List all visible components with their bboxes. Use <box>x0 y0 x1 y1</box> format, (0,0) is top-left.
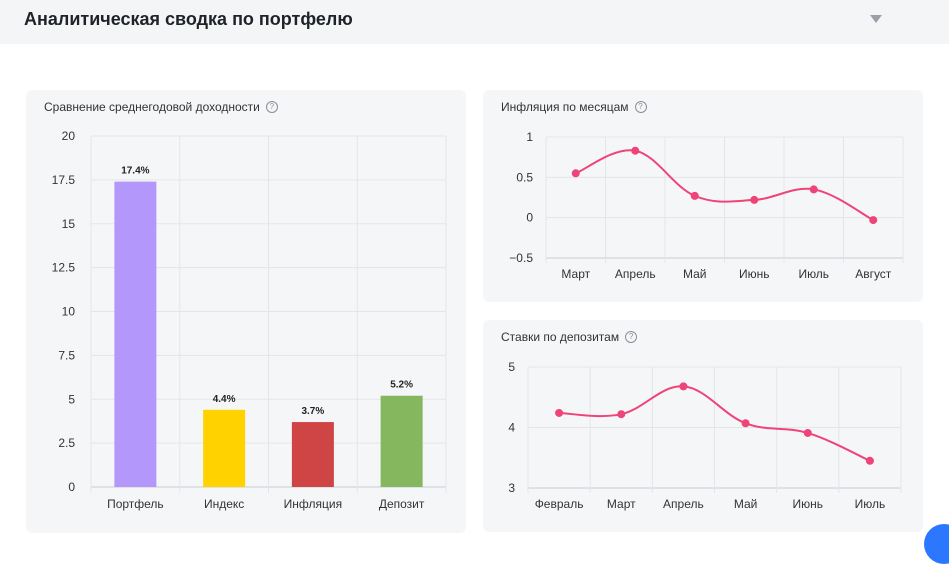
x-tick-label: Инфляция <box>284 497 342 511</box>
y-tick-label: 3 <box>508 481 515 495</box>
card-title-text: Ставки по депозитам <box>501 330 620 344</box>
card-title: Инфляция по месяцам ? <box>501 100 647 114</box>
x-tick-label: Апрель <box>615 267 656 281</box>
bar-chart: 0 2.5 5 7.5 10 12.5 15 17.5 20 17.4% Портфель 4.4% И… <box>52 129 447 511</box>
y-tick-label: −0.5 <box>509 251 533 265</box>
card-title: Сравнение среднегодовой доходности ? <box>44 100 278 114</box>
x-tick-label: Депозит <box>379 497 425 511</box>
card-inflation: Инфляция по месяцам ? −0.5 0 0.5 1 Март Апрел… <box>483 90 923 302</box>
y-tick-label: 0 <box>526 211 533 225</box>
y-tick-label: 12.5 <box>52 261 76 275</box>
data-point <box>617 410 626 419</box>
x-tick-label: Апрель <box>663 497 704 511</box>
x-tick-label: Портфель <box>107 497 164 511</box>
collapse-caret-icon[interactable] <box>870 15 882 23</box>
y-tick-label: 17.5 <box>52 173 76 187</box>
x-tick-label: Февраль <box>535 497 584 511</box>
data-point <box>679 382 688 391</box>
data-point <box>869 216 878 225</box>
page-title: Аналитическая сводка по портфелю <box>24 9 353 29</box>
card-title-text: Сравнение среднегодовой доходности <box>44 100 260 114</box>
data-point <box>571 169 580 178</box>
card-yield-comparison: Сравнение среднегодовой доходности ? 0 2.… <box>26 90 466 533</box>
data-point <box>865 456 874 465</box>
x-tick-label: Июль <box>855 497 886 511</box>
x-tick-label: Май <box>734 497 758 511</box>
card-deposit-rates: Ставки по депозитам ? 3 4 5 Февраль Март Апре… <box>483 320 923 532</box>
card-title: Ставки по депозитам ? <box>501 330 638 344</box>
data-label: 4.4% <box>213 394 236 405</box>
data-point <box>690 191 699 200</box>
y-tick-label: 1 <box>526 130 533 144</box>
series-line <box>575 149 874 221</box>
data-point <box>555 408 564 417</box>
page-header: Аналитическая сводка по портфелю <box>0 0 949 44</box>
help-icon[interactable]: ? <box>634 101 647 113</box>
y-tick-label: 0.5 <box>516 170 533 184</box>
line-chart-deposits: 3 4 5 Февраль Март Апрель Май Июнь Июль <box>508 360 902 511</box>
x-tick-label: Март <box>561 267 590 281</box>
y-tick-label: 5 <box>508 360 515 374</box>
help-icon[interactable]: ? <box>625 331 638 343</box>
y-tick-label: 2.5 <box>58 436 75 450</box>
data-point <box>809 185 818 194</box>
x-tick-label: Март <box>607 497 636 511</box>
y-tick-label: 7.5 <box>58 348 75 362</box>
x-tick-label: Июнь <box>739 267 770 281</box>
x-tick-label: Июнь <box>792 497 823 511</box>
x-tick-label: Август <box>855 267 892 281</box>
y-tick-label: 5 <box>68 392 75 406</box>
data-label: 5.2% <box>390 380 413 391</box>
x-tick-label: Индекс <box>204 497 244 511</box>
help-icon[interactable]: ? <box>265 101 278 113</box>
y-tick-label: 4 <box>508 421 515 435</box>
y-tick-label: 20 <box>62 129 76 143</box>
x-tick-label: Май <box>683 267 707 281</box>
data-point <box>803 428 812 437</box>
data-point <box>631 146 640 155</box>
y-tick-label: 15 <box>62 217 76 231</box>
card-title-text: Инфляция по месяцам <box>501 100 629 114</box>
x-tick-label: Июль <box>798 267 829 281</box>
data-label: 17.4% <box>121 166 149 177</box>
bar <box>291 422 334 487</box>
bar <box>203 409 246 487</box>
data-point <box>741 419 750 428</box>
data-point <box>750 195 759 204</box>
bar <box>380 395 423 487</box>
y-tick-label: 0 <box>68 480 75 494</box>
y-tick-label: 10 <box>62 305 76 319</box>
line-chart-inflation: −0.5 0 0.5 1 Март Апрель Май Июнь Июль Август <box>509 130 904 281</box>
data-label: 3.7% <box>301 406 324 417</box>
corner-action-button[interactable] <box>924 524 949 564</box>
bar <box>114 181 157 487</box>
